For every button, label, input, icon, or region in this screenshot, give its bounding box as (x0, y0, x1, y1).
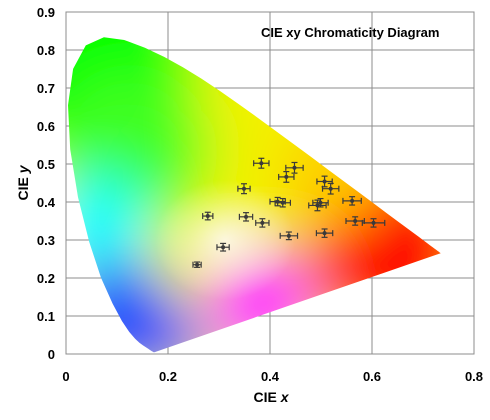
point-marker (328, 186, 333, 191)
plot-frame (65, 11, 475, 355)
point-marker (322, 179, 327, 184)
data-point (285, 161, 304, 174)
data-point (238, 212, 254, 222)
chart-title: CIE xy Chromaticity Diagram (261, 25, 439, 40)
point-marker (371, 220, 376, 225)
x-tick-label: 0.6 (363, 369, 381, 384)
data-point (308, 199, 327, 212)
point-marker (195, 262, 200, 267)
y-axis-label-prefix: CIE (15, 173, 31, 200)
point-marker (284, 174, 289, 179)
data-point (278, 171, 295, 183)
y-axis-label: CIE y (15, 164, 31, 200)
point-marker (280, 200, 285, 205)
data-point (342, 196, 362, 206)
point-marker (241, 186, 246, 191)
point-marker (221, 245, 226, 250)
data-point (279, 231, 299, 241)
x-tick-label: 0.8 (465, 369, 483, 384)
y-tick-label: 0.1 (37, 309, 55, 324)
y-axis-label-var: y (15, 164, 31, 174)
data-point (255, 218, 270, 228)
data-point (253, 157, 270, 169)
data-point (361, 218, 386, 228)
y-tick-label: 0.4 (37, 195, 56, 210)
y-tick-label: 0.6 (37, 119, 55, 134)
data-points (192, 157, 386, 268)
data-point (192, 261, 202, 268)
y-tick-label: 0.8 (37, 43, 55, 58)
point-marker (260, 220, 265, 225)
x-tick-label: 0.2 (159, 369, 177, 384)
data-point (312, 197, 329, 208)
x-tick-labels: 0 0.2 0.4 0.6 0.8 (62, 369, 483, 384)
x-axis-label: CIE x (253, 389, 289, 405)
point-marker (353, 219, 358, 223)
x-tick-label: 0.4 (261, 369, 280, 384)
point-marker (205, 214, 210, 219)
point-marker (286, 233, 291, 238)
y-tick-label: 0.5 (37, 157, 55, 172)
x-axis-label-var: x (280, 389, 290, 405)
data-point (321, 182, 340, 195)
x-tick-label: 0 (62, 369, 69, 384)
data-point (315, 228, 334, 238)
data-point (237, 183, 251, 195)
point-marker (244, 214, 249, 219)
x-axis-label-prefix: CIE (253, 389, 280, 405)
point-marker (322, 231, 327, 236)
point-marker (259, 161, 264, 166)
y-tick-labels: 0 0.1 0.2 0.3 0.4 0.5 0.6 0.7 0.8 0.9 (37, 5, 56, 362)
y-tick-label: 0.9 (37, 5, 55, 20)
y-tick-label: 0 (48, 347, 55, 362)
point-marker (350, 198, 355, 203)
data-point (274, 197, 291, 208)
y-tick-label: 0.7 (37, 81, 55, 96)
data-point (202, 211, 214, 221)
point-marker (318, 200, 323, 205)
y-tick-label: 0.3 (37, 233, 55, 248)
point-marker (292, 165, 297, 170)
y-tick-label: 0.2 (37, 271, 55, 286)
data-point (216, 242, 230, 252)
